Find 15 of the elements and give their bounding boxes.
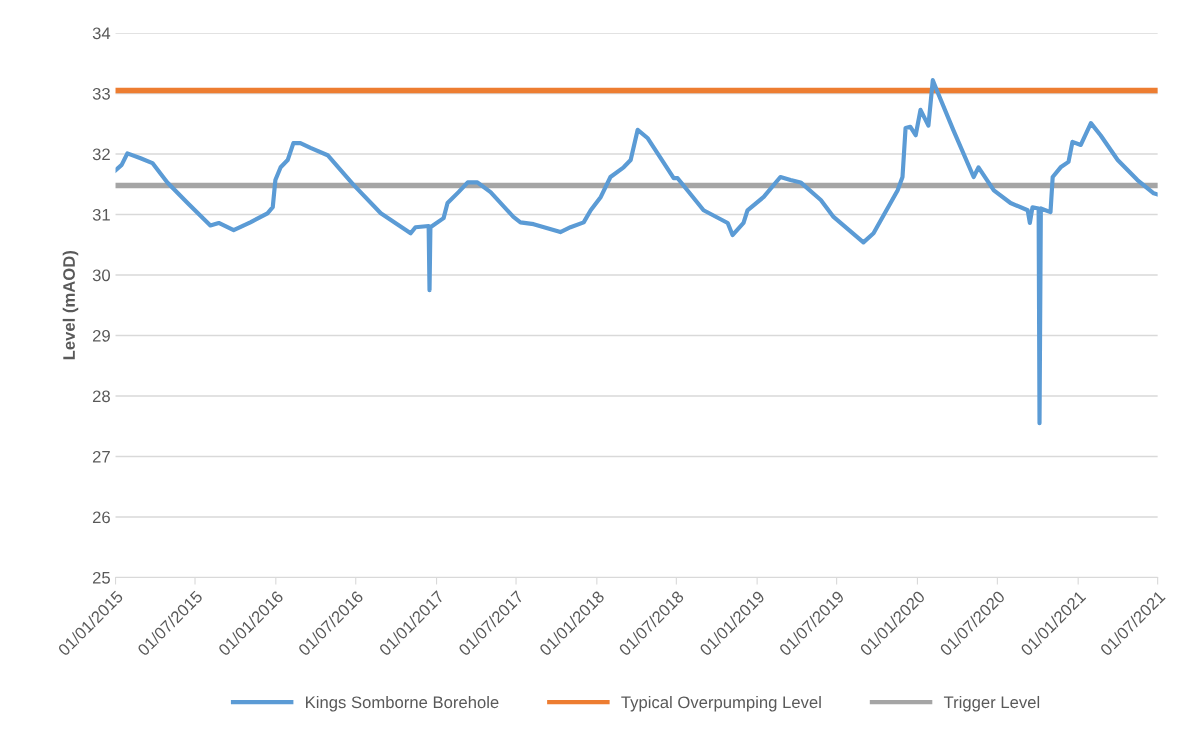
- legend-label: Trigger Level: [943, 695, 1040, 712]
- y-tick-label: 33: [92, 87, 110, 100]
- y-tick-label: 32: [92, 148, 110, 161]
- y-tick-label: 28: [92, 390, 110, 403]
- y-tick-label: 29: [92, 329, 110, 342]
- y-tick-label: 34: [92, 27, 111, 40]
- y-tick-label: 25: [92, 571, 110, 584]
- y-axis-title: Level (mAOD): [62, 250, 79, 360]
- y-tick-label: 27: [92, 450, 110, 463]
- y-tick-label: 31: [92, 208, 110, 221]
- legend-label: Typical Overpumping Level: [621, 695, 821, 712]
- y-tick-label: 30: [92, 269, 111, 282]
- line-series: [115, 78, 1158, 426]
- legend-label: Kings Somborne Borehole: [306, 695, 499, 712]
- y-tick-label: 26: [92, 511, 110, 524]
